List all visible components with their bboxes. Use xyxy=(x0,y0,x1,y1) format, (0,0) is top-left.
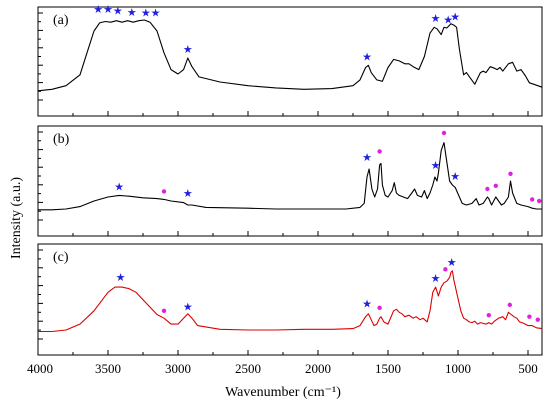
x-tick-label: 1500 xyxy=(375,361,401,376)
spectrum-line xyxy=(37,19,543,92)
panel-label: (c) xyxy=(53,250,69,265)
peak-star-marker: ★ xyxy=(93,3,103,16)
peak-star-marker: ★ xyxy=(183,300,193,313)
peak-dot-marker xyxy=(535,317,540,322)
peak-star-marker: ★ xyxy=(151,7,161,20)
x-tick-label: 2500 xyxy=(235,361,261,376)
peak-dot-marker xyxy=(486,313,491,318)
panel-frame xyxy=(37,125,543,237)
panels-layer: ★ ★ ★ ★ ★ ★★★★ ★★(a)★ ★★★★(b)★★ ★★★(c) xyxy=(37,3,543,356)
peak-dot-marker xyxy=(377,305,382,311)
spectrum-line xyxy=(38,270,543,333)
peak-star-marker: ★ xyxy=(431,159,441,172)
spectrum-panel: ★ ★ ★ ★ ★ (c) xyxy=(37,243,543,356)
peak-star-marker: ★ xyxy=(141,7,151,20)
spectrum-panel: ★ ★ ★ ★ ★ (b) xyxy=(37,125,543,237)
x-tick-label: 2000 xyxy=(305,361,331,376)
x-axis: 4000 3500 3000 2500 2000 1500 1000 500 xyxy=(27,361,538,376)
peak-star-marker: ★ xyxy=(113,5,123,18)
peak-star-marker: ★ xyxy=(362,151,372,164)
peak-star-marker: ★ xyxy=(103,3,113,16)
peak-dot-marker xyxy=(527,314,532,319)
peak-star-marker: ★ xyxy=(431,272,441,285)
peak-dot-marker xyxy=(441,130,447,136)
peak-dot-marker xyxy=(493,183,498,188)
peak-star-marker: ★ xyxy=(116,271,126,284)
peak-dot-marker xyxy=(530,197,535,202)
x-tick-label: 3000 xyxy=(165,361,191,376)
peak-star-marker: ★ xyxy=(450,170,460,183)
peak-dot-marker xyxy=(377,149,382,154)
x-tick-label: 1000 xyxy=(445,361,471,376)
peak-star-marker: ★ xyxy=(447,256,457,269)
panel-label: (b) xyxy=(53,132,70,147)
panel-frame xyxy=(37,6,543,117)
spectrum-line xyxy=(38,142,542,211)
x-tick-label: 3500 xyxy=(95,361,121,376)
peak-dot-marker xyxy=(485,186,490,192)
peak-dot-marker xyxy=(508,171,513,176)
peak-star-marker: ★ xyxy=(362,297,372,310)
peak-star-marker: ★ xyxy=(114,181,124,194)
peak-dot-marker xyxy=(537,198,542,204)
peak-dot-marker xyxy=(443,267,448,272)
x-tick-label: 4000 xyxy=(27,361,53,376)
x-axis-title: Wavenumber (cm⁻¹) xyxy=(225,385,341,400)
peak-star-marker: ★ xyxy=(183,187,193,200)
peak-star-marker: ★ xyxy=(127,6,137,19)
peak-star-marker: ★ xyxy=(183,43,193,56)
peak-dot-marker xyxy=(161,189,167,194)
panel-frame xyxy=(37,243,543,356)
spectrum-panel: ★ ★ ★ ★ ★ ★★★★ ★★(a) xyxy=(37,3,543,117)
peak-star-marker: ★ xyxy=(450,10,460,23)
panel-label: (a) xyxy=(53,13,69,28)
peak-dot-marker xyxy=(161,308,167,313)
y-axis-title: Intensity (a.u.) xyxy=(9,177,24,259)
peak-star-marker: ★ xyxy=(443,13,453,26)
x-tick-label: 500 xyxy=(518,361,538,376)
peak-dot-marker xyxy=(507,302,512,308)
peak-star-marker: ★ xyxy=(362,51,372,64)
peak-star-marker: ★ xyxy=(431,12,441,25)
